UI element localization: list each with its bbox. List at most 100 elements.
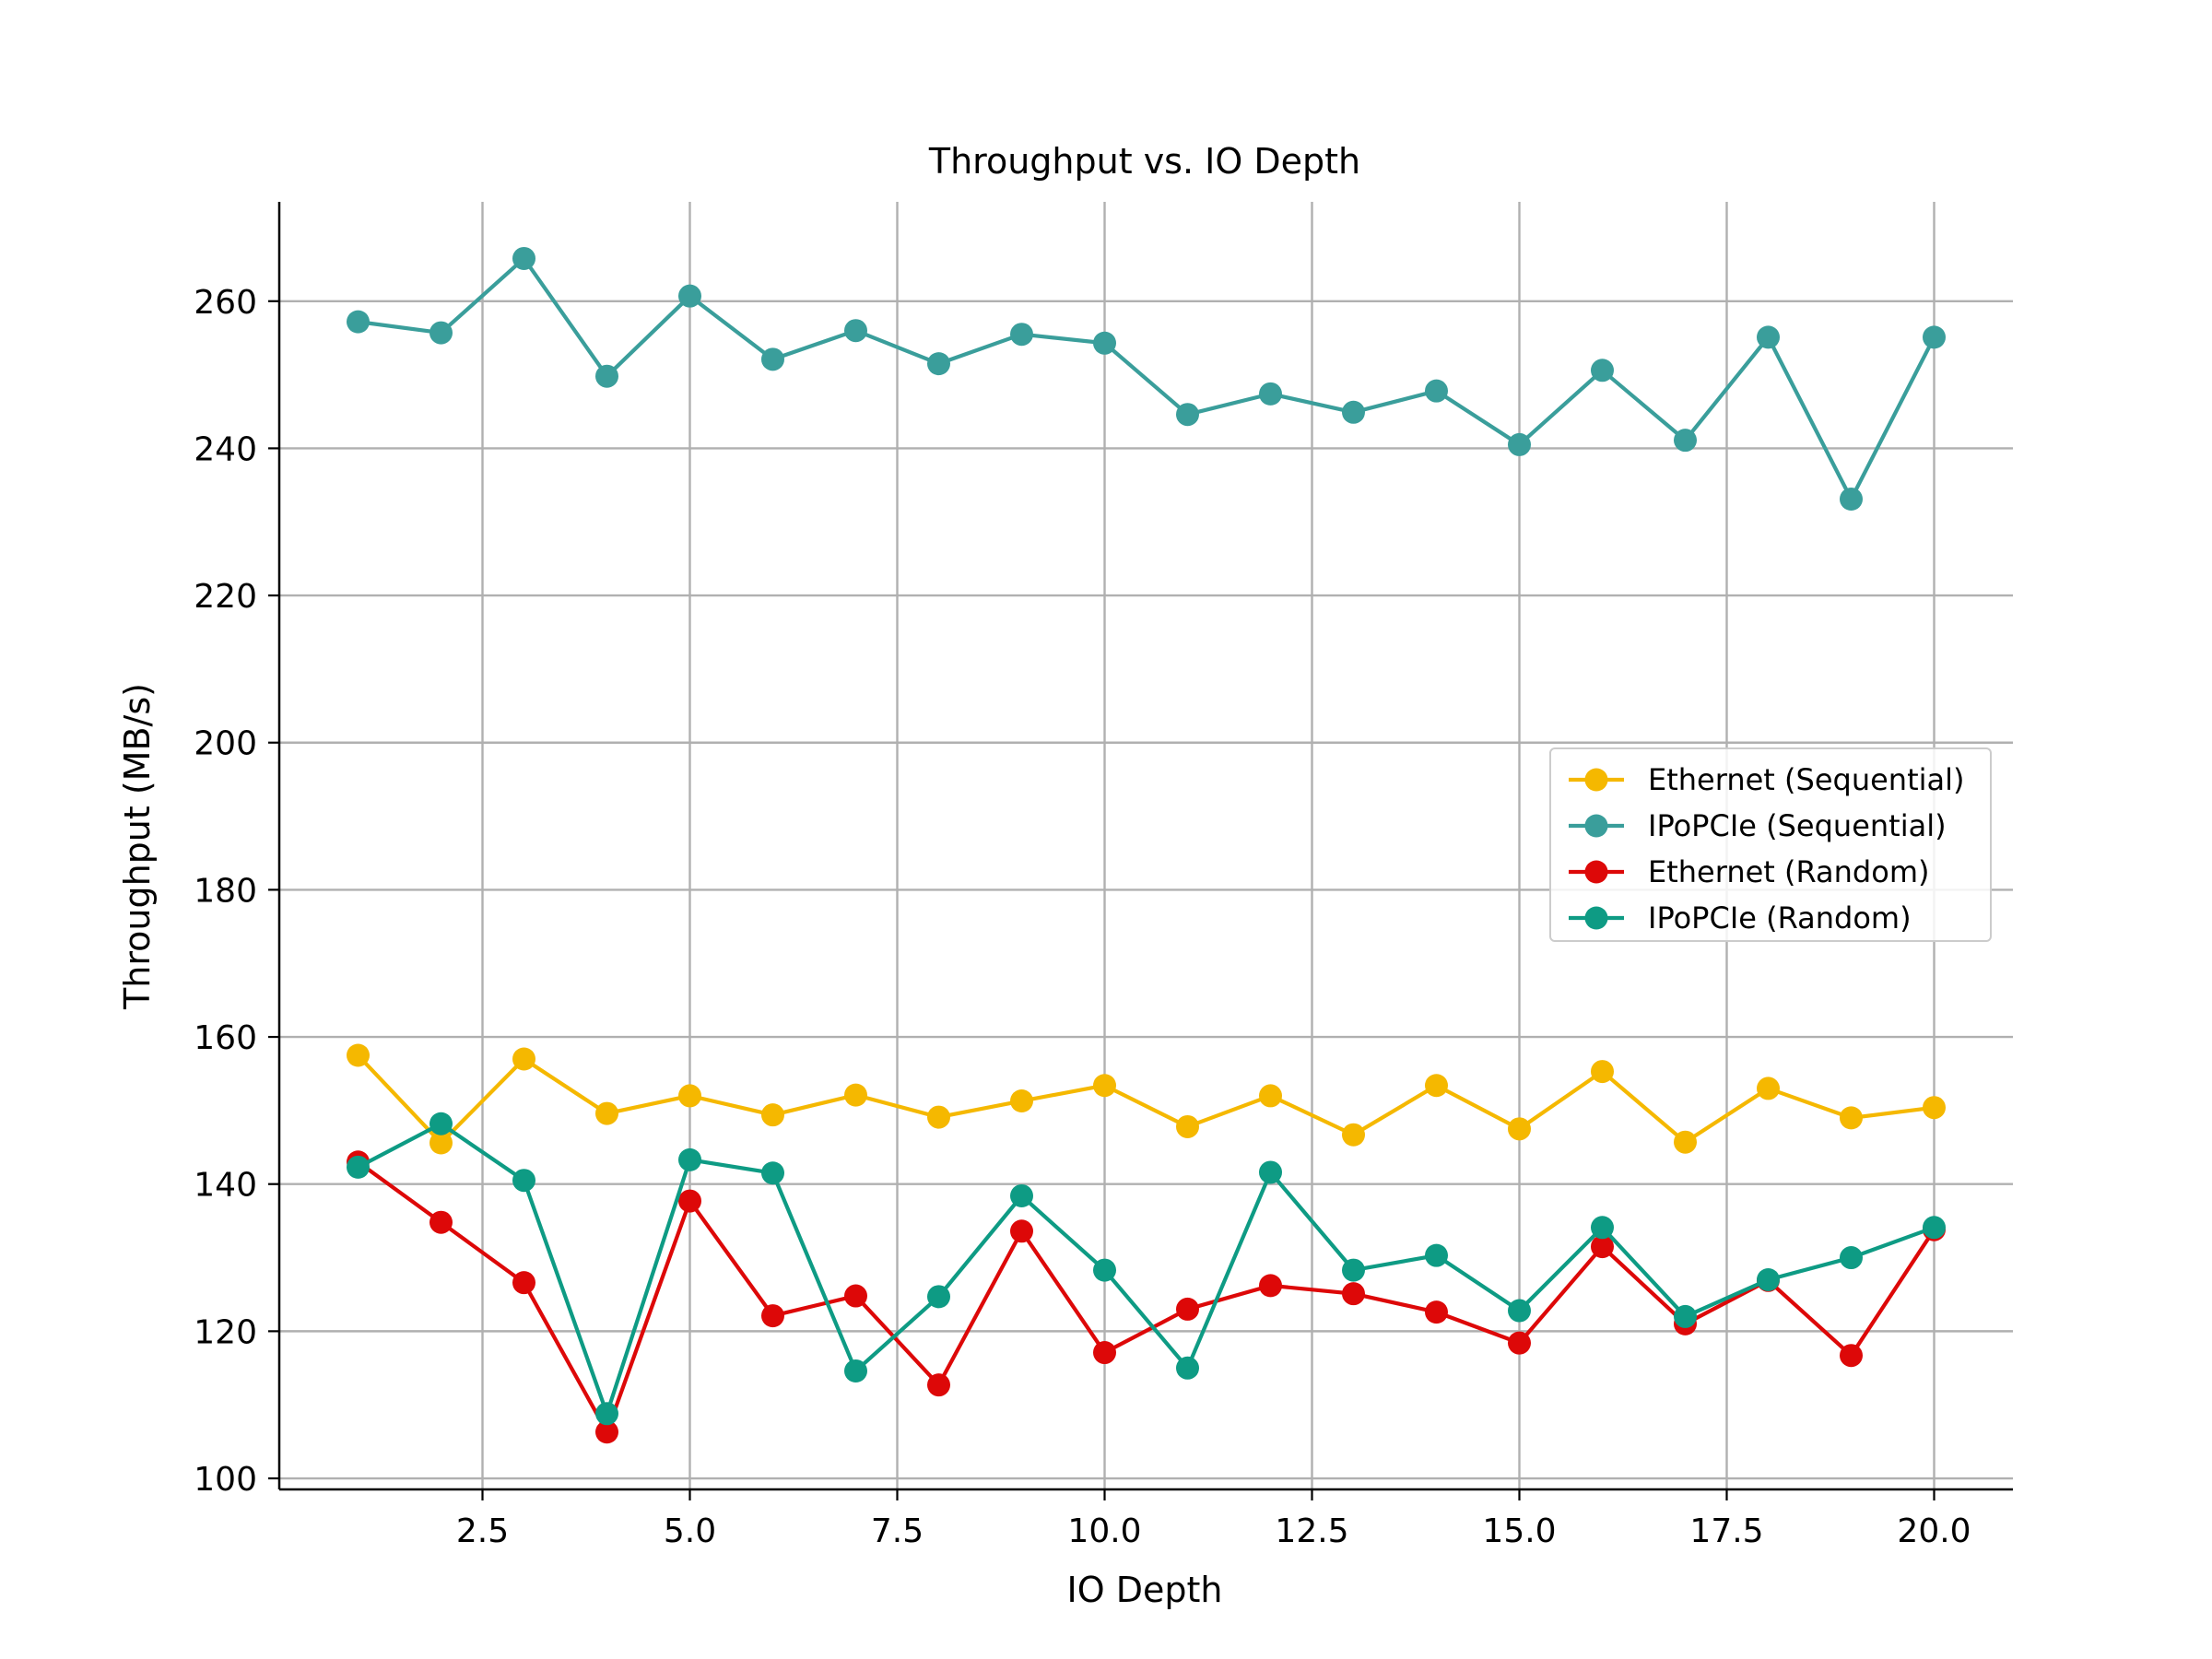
y-tick-label: 160 [194, 1019, 257, 1057]
legend-entry: Ethernet (Sequential) [1569, 762, 1964, 797]
data-point [595, 1101, 618, 1125]
series-line [356, 1053, 1935, 1146]
data-point [1591, 1235, 1614, 1259]
legend-entry: IPoPCIe (Random) [1569, 900, 1912, 935]
data-point [1259, 1274, 1282, 1298]
data-point [1342, 1258, 1365, 1282]
data-point [1840, 1344, 1863, 1368]
data-point [1425, 1074, 1448, 1098]
legend-label: Ethernet (Sequential) [1648, 762, 1964, 797]
data-point [1757, 1077, 1780, 1100]
data-point [761, 347, 784, 371]
legend-marker [1584, 860, 1608, 884]
x-tick-label: 15.0 [1482, 1512, 1556, 1550]
data-point [1010, 1089, 1033, 1113]
legend-marker [1584, 906, 1608, 930]
data-point [1591, 1216, 1614, 1240]
y-tick-label: 120 [194, 1313, 257, 1351]
legend-frame [1549, 747, 1992, 942]
legend-entry: IPoPCIe (Sequential) [1569, 808, 1947, 843]
series-layer [347, 246, 1946, 1444]
data-point [761, 1103, 784, 1127]
y-axis-label: Throughput (MB/s) [117, 683, 158, 1010]
data-point [512, 246, 535, 270]
axes [277, 202, 2013, 1491]
series-group [347, 246, 1946, 512]
data-point [1508, 1331, 1531, 1355]
legend-entry: Ethernet (Random) [1569, 854, 1929, 889]
data-point [1674, 1130, 1697, 1154]
x-tick-label: 5.0 [664, 1512, 716, 1550]
data-point [1425, 1243, 1448, 1267]
data-point [927, 1105, 950, 1129]
data-point [1923, 1096, 1946, 1120]
legend-label: Ethernet (Random) [1648, 854, 1929, 889]
series-group [347, 1112, 1946, 1426]
data-point [844, 1284, 867, 1308]
data-point [1508, 1117, 1531, 1141]
x-tick-label: 7.5 [871, 1512, 924, 1550]
data-point [1010, 1219, 1033, 1243]
data-point [761, 1304, 784, 1328]
legend: Ethernet (Sequential) IPoPCIe (Sequential… [1549, 747, 1992, 942]
data-point [1425, 1300, 1448, 1324]
data-point [347, 1155, 370, 1179]
data-point [678, 1147, 701, 1171]
data-point [1757, 1267, 1780, 1291]
data-point [512, 1169, 535, 1193]
series-group [347, 1043, 1946, 1155]
y-tick-label: 240 [194, 430, 257, 468]
chart-title: Throughput vs. IO Depth [928, 141, 1360, 182]
legend-label: IPoPCIe (Sequential) [1648, 808, 1947, 843]
data-point [595, 364, 618, 388]
data-point [347, 310, 370, 334]
data-point [927, 352, 950, 376]
data-point [844, 1083, 867, 1107]
data-point [429, 321, 453, 345]
data-point [927, 1373, 950, 1397]
data-point [512, 1271, 535, 1295]
series-group [347, 1150, 1946, 1444]
x-tick-label: 17.5 [1689, 1512, 1763, 1550]
data-point [595, 1402, 618, 1426]
data-point [1010, 323, 1033, 347]
data-point [1010, 1183, 1033, 1207]
x-tick-label: 20.0 [1897, 1512, 1971, 1550]
data-point [1093, 331, 1116, 355]
data-point [1591, 1060, 1614, 1084]
data-point [1840, 488, 1863, 512]
data-point [1674, 1304, 1697, 1328]
data-point [429, 1131, 453, 1155]
data-point [1176, 403, 1199, 427]
data-point [844, 1359, 867, 1382]
data-point [1757, 325, 1780, 349]
series-line [357, 1122, 1936, 1416]
x-tick-label: 12.5 [1275, 1512, 1348, 1550]
data-point [1093, 1258, 1116, 1282]
data-point [1923, 1216, 1946, 1240]
data-point [761, 1161, 784, 1185]
data-point [429, 1210, 453, 1234]
y-tick-label: 140 [194, 1167, 257, 1205]
y-tick-label: 180 [194, 872, 257, 910]
data-point [1093, 1074, 1116, 1098]
data-point [678, 1084, 701, 1108]
data-point [429, 1112, 453, 1135]
data-point [512, 1047, 535, 1071]
data-point [927, 1285, 950, 1309]
data-point [1425, 379, 1448, 403]
data-point [1840, 1106, 1863, 1130]
data-point [1259, 1084, 1282, 1108]
series-line [358, 256, 1936, 501]
data-point [1176, 1356, 1199, 1380]
data-point [844, 319, 867, 343]
data-point [1259, 1160, 1282, 1184]
data-point [1259, 382, 1282, 406]
y-tick-label: 220 [194, 578, 257, 616]
legend-label: IPoPCIe (Random) [1648, 900, 1912, 935]
y-tick-label: 260 [194, 284, 257, 322]
data-point [678, 1189, 701, 1213]
data-point [1840, 1246, 1863, 1270]
legend-marker [1584, 768, 1608, 792]
